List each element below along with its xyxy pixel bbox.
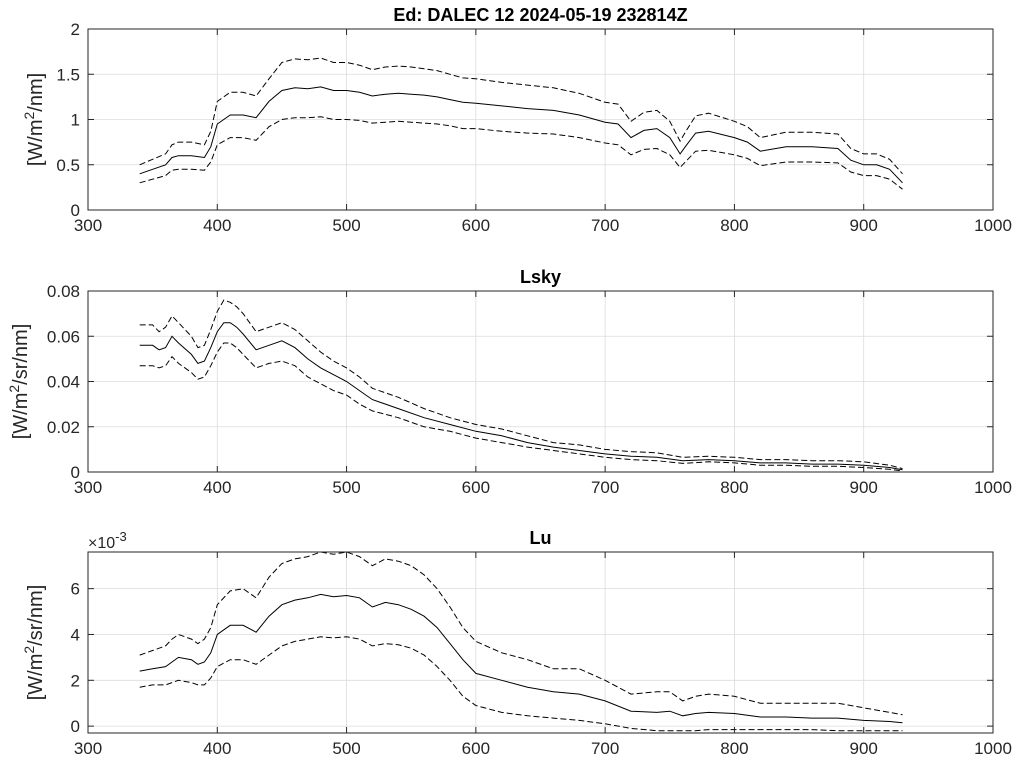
y-axis-label-superscript: 2	[6, 385, 22, 393]
series-line-bound	[139, 636, 903, 732]
x-tick-label: 800	[720, 739, 748, 758]
x-tick-label: 800	[720, 478, 748, 497]
y-axis-label-part: /sr/nm]	[10, 324, 32, 385]
y-axis-label-superscript: 2	[21, 646, 37, 654]
x-tick-label: 700	[591, 478, 619, 497]
x-tick-label: 300	[74, 739, 102, 758]
y-tick-label: 6	[71, 580, 80, 599]
series-line-mean	[139, 322, 903, 471]
plot-area	[87, 551, 994, 734]
subplot-3: 300 400 500 600 700 800 900 10000246Lu[W/m2/sr/…	[21, 528, 1012, 758]
y-tick-label: 0.06	[47, 327, 80, 346]
series-line-bound	[139, 299, 903, 470]
y-tick-label: 2	[71, 20, 80, 39]
series-line-mean	[139, 593, 903, 724]
series-line-bound	[139, 116, 903, 190]
y-tick-label: 0.5	[56, 156, 80, 175]
y-tick-label: 0	[71, 201, 80, 220]
y-axis-label: [W/m2/nm]	[21, 73, 47, 166]
y-tick-label: 1.5	[56, 65, 80, 84]
y-axis-label: [W/m2/sr/nm]	[21, 585, 47, 701]
y-tick-label: 0.04	[47, 373, 80, 392]
chart-title: Ed: DALEC 12 2024-05-19 232814Z	[393, 5, 687, 25]
x-tick-label: 1000	[974, 478, 1012, 497]
series-line-bound	[139, 57, 903, 175]
x-tick-label: 1000	[974, 739, 1012, 758]
chart-title: Lu	[530, 528, 552, 548]
x-tick-label: 900	[850, 478, 878, 497]
series-line-mean	[139, 86, 903, 184]
x-tick-label: 400	[203, 216, 231, 235]
x-tick-label: 600	[462, 216, 490, 235]
y-tick-label: 1	[71, 111, 80, 130]
axes-box	[87, 551, 994, 734]
x-tick-label: 600	[462, 739, 490, 758]
x-tick-label: 500	[332, 739, 360, 758]
subplot-2: 300 400 500 600 700 800 900 1000 0 0.02 0.04 0.06 0.…	[6, 267, 1012, 497]
subplot-1: 300 400 500 600 700 800 900 1000 0 0.5 1 1.5 2 Ed: DA…	[21, 5, 1012, 235]
x-tick-label: 400	[203, 739, 231, 758]
series-line-bound	[139, 551, 903, 716]
y-tick-label: 0.02	[47, 418, 80, 437]
x-tick-label: 800	[720, 216, 748, 235]
y-axis-label-superscript: 2	[21, 112, 37, 120]
y-axis-label-part: /nm]	[25, 73, 47, 112]
x-tick-label: 300	[74, 478, 102, 497]
series-line-bound	[139, 342, 903, 472]
y-axis-exponent-power: -3	[115, 529, 127, 544]
y-axis-label-part: [W/m	[25, 654, 47, 701]
y-axis-exponent: ×10-3	[88, 529, 127, 552]
x-tick-label: 500	[332, 216, 360, 235]
y-axis-label-part: /sr/nm]	[25, 585, 47, 646]
y-axis-label-part: [W/m	[10, 393, 32, 440]
x-tick-label: 600	[462, 478, 490, 497]
x-tick-label: 900	[850, 739, 878, 758]
x-tick-label: 1000	[974, 216, 1012, 235]
x-tick-label: 500	[332, 478, 360, 497]
y-tick-label: 0.08	[47, 282, 80, 301]
y-axis-label-part: [W/m	[25, 120, 47, 167]
x-tick-label: 900	[850, 216, 878, 235]
y-axis-exponent-base: ×10	[88, 535, 115, 552]
y-tick-label: 4	[71, 625, 80, 644]
y-tick-label: 0	[71, 717, 80, 736]
x-tick-label: 300	[74, 216, 102, 235]
y-tick-label: 0	[71, 463, 80, 482]
chart-title: Lsky	[520, 267, 561, 287]
x-tick-label: 400	[203, 478, 231, 497]
y-axis-label: [W/m2/sr/nm]	[6, 324, 32, 440]
y-tick-label: 2	[71, 671, 80, 690]
x-tick-label: 700	[591, 739, 619, 758]
x-tick-label: 700	[591, 216, 619, 235]
